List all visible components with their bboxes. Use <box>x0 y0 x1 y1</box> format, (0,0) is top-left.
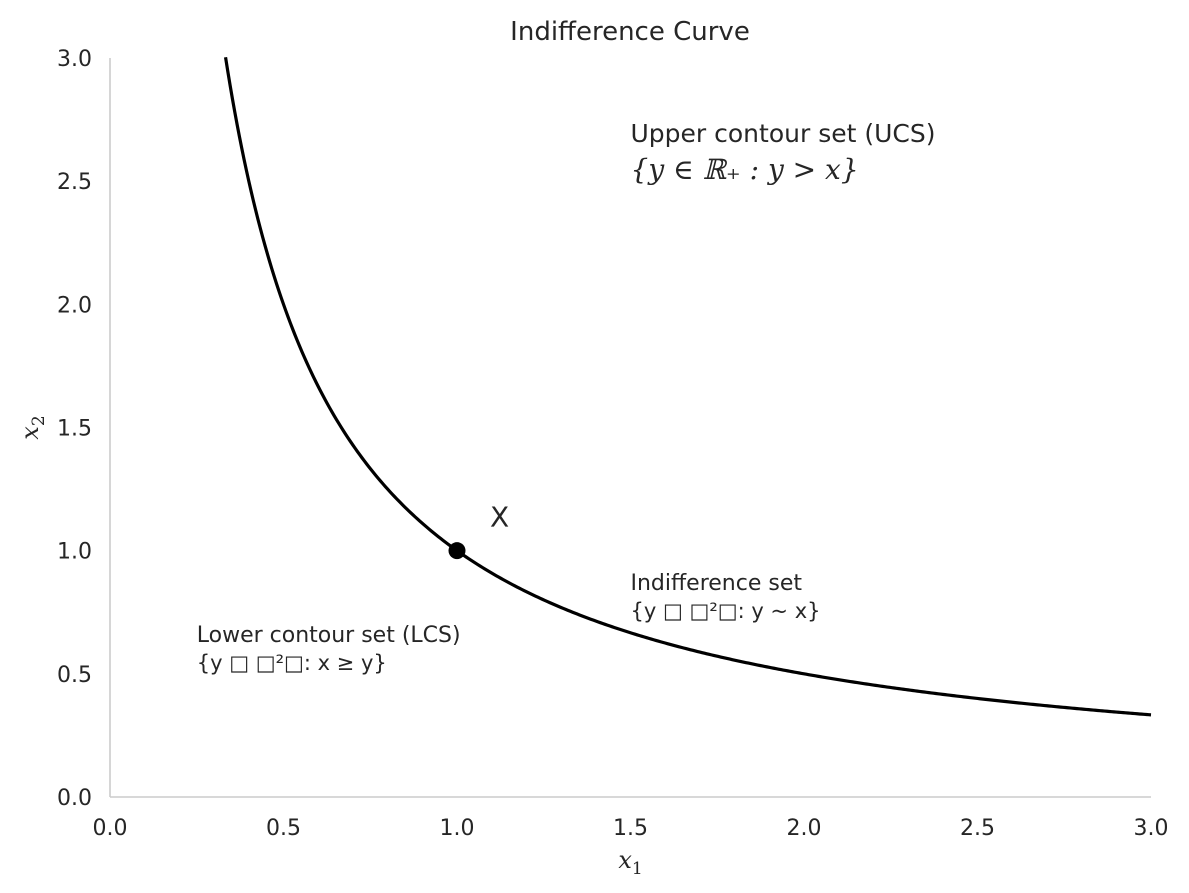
y-tick-label: 2.0 <box>57 293 92 318</box>
x-tick-label: 0.0 <box>93 816 128 841</box>
x-tick-label: 3.0 <box>1134 816 1169 841</box>
indifference-curve-line <box>223 57 1152 717</box>
x-tick-label: 2.5 <box>960 816 995 841</box>
x-tick-label: 1.0 <box>440 816 475 841</box>
x-axis-label: x1 <box>618 846 642 879</box>
y-tick-label: 3.0 <box>57 47 92 72</box>
point-x-label: X <box>490 501 509 534</box>
ucs-annotation-title: Upper contour set (UCS) <box>631 119 936 148</box>
chart-title: Indifference Curve <box>510 17 750 47</box>
lcs-annotation-set: {y □ □²□: x ≥ y} <box>197 651 387 675</box>
y-tick-label: 1.5 <box>57 417 92 442</box>
axes: 0.0 0.5 1.0 1.5 2.0 2.5 3.0 0.0 0.5 1.0 1.5 2.0 2.5 3… <box>16 47 1169 879</box>
y-tick-label: 2.5 <box>57 170 92 195</box>
x-tick-label: 1.5 <box>613 816 648 841</box>
y-tick-label: 0.0 <box>57 786 92 811</box>
y-tick-label: 0.5 <box>57 663 92 688</box>
point-x-marker <box>448 542 466 560</box>
indifference-set-annotation-set: {y □ □²□: y ~ x} <box>631 599 821 623</box>
lcs-annotation-title: Lower contour set (LCS) <box>197 623 461 648</box>
x-tick-label: 0.5 <box>266 816 301 841</box>
indifference-set-annotation-title: Indifference set <box>631 571 803 596</box>
y-axis-label: x2 <box>16 415 49 439</box>
ucs-annotation-set: {y ∈ ℝ₊ : y > x} <box>631 153 859 186</box>
plot-area <box>223 57 1152 717</box>
x-tick-label: 2.0 <box>787 816 822 841</box>
y-tick-label: 1.0 <box>57 540 92 565</box>
annotations: X Upper contour set (UCS) {y ∈ ℝ₊ : y > x}… <box>197 119 936 675</box>
